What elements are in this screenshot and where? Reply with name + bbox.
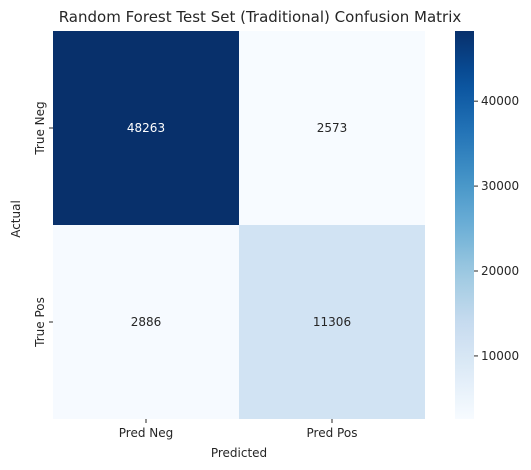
heatmap-area: 48263 2573 2886 11306 Pred Neg Pred Pos True N… <box>33 31 425 440</box>
colorbar-tick-label: 10000 <box>481 349 519 363</box>
x-axis-label: Predicted <box>211 446 267 460</box>
cell-value-label: 48263 <box>127 121 165 135</box>
colorbar-tick-label: 30000 <box>481 179 519 193</box>
y-tick-label: True Neg <box>33 101 47 155</box>
colorbar-tick-label: 20000 <box>481 264 519 278</box>
cell-value-label: 2573 <box>317 121 348 135</box>
colorbar-tick-label: 40000 <box>481 94 519 108</box>
x-tick-label: Pred Pos <box>307 426 358 440</box>
colorbar-scale <box>455 31 474 419</box>
cell-value-label: 11306 <box>313 315 351 329</box>
cell-value-label: 2886 <box>131 315 162 329</box>
colorbar: 10000 20000 30000 40000 <box>455 31 519 419</box>
x-tick-label: Pred Neg <box>119 426 174 440</box>
y-tick-label: True Pos <box>33 297 47 348</box>
y-axis-label: Actual <box>9 200 23 238</box>
chart-title: Random Forest Test Set (Traditional) Con… <box>59 8 462 26</box>
